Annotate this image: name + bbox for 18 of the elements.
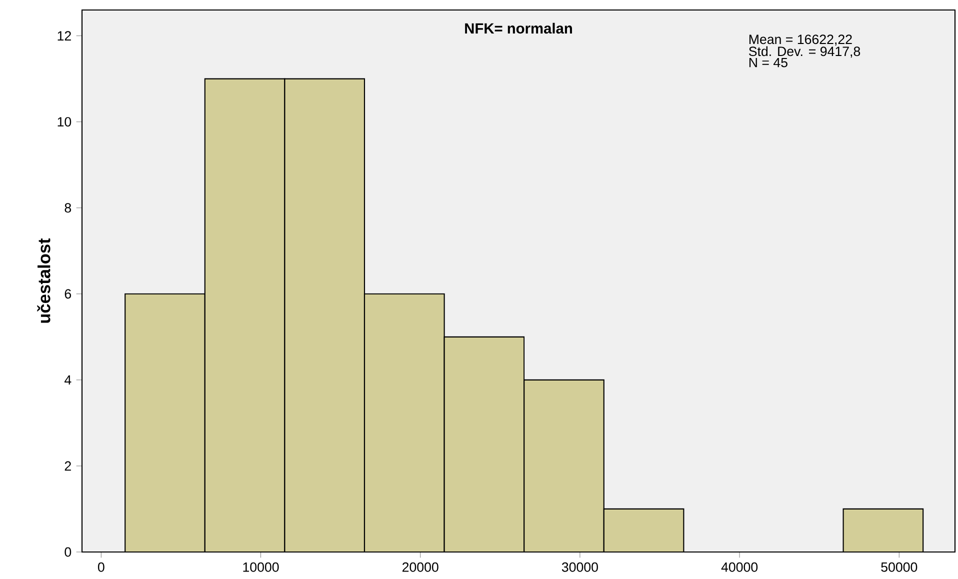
x-tick-label: 40000 (721, 562, 758, 572)
y-tick-label: 0 (64, 547, 72, 557)
x-tick-label: 0 (98, 562, 104, 572)
y-tick-label: 2 (64, 461, 71, 471)
annotation: N = 45 (749, 58, 788, 68)
x-tick-label: 50000 (881, 562, 918, 572)
y-tick-label: 10 (58, 117, 72, 127)
x-tick-label: 20000 (402, 562, 438, 572)
x-tick-label: 10000 (243, 562, 279, 572)
y-tick-label: 6 (64, 289, 72, 299)
y-tick-label: 4 (64, 375, 72, 385)
x-tick-label: 30000 (562, 562, 598, 572)
text: NFK= normalan (465, 22, 572, 34)
annotation: Std. Dev. = 9417,8 (748, 46, 860, 58)
y-axis-title: učestalost (37, 238, 50, 323)
y-tick-label: 8 (64, 203, 72, 213)
y-tick-label: 12 (58, 31, 71, 40)
annotation: Mean = 16622,22 (749, 34, 852, 46)
